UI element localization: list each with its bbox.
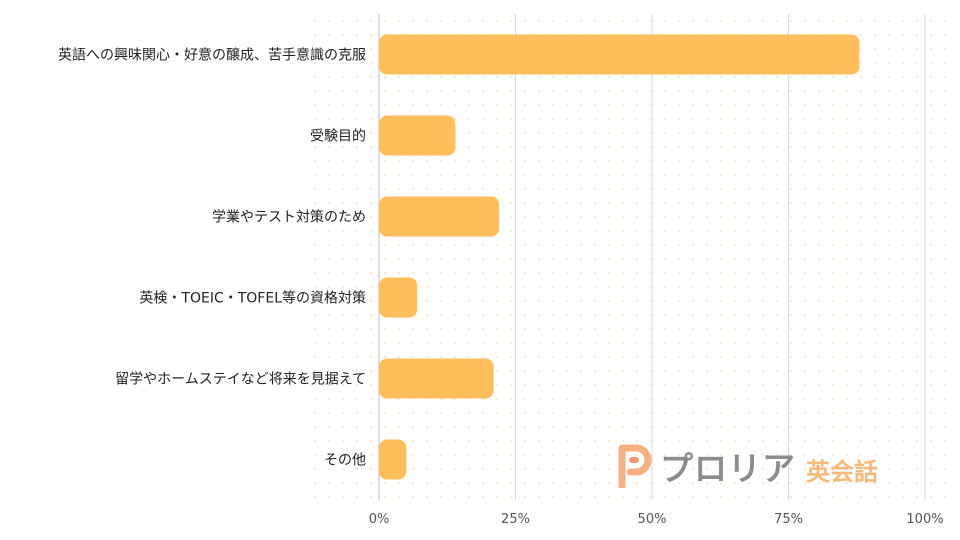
plot-background bbox=[305, 14, 955, 504]
category-label: 英語への興味関心・好意の醸成、苦手意識の克服 bbox=[58, 47, 366, 64]
category-label: 英検・TOEIC・TOFEL等の資格対策 bbox=[139, 290, 366, 307]
logo-subtitle: 英会話 bbox=[806, 457, 878, 486]
x-tick-labels: 0% 25% 50% 75% 100% bbox=[369, 512, 944, 527]
bar bbox=[379, 34, 860, 75]
logo-name: プロリア bbox=[660, 449, 796, 488]
category-label: 受験目的 bbox=[310, 129, 366, 145]
category-label: 学業やテスト対策のため bbox=[212, 209, 366, 226]
category-labels: 英語への興味関心・好意の醸成、苦手意識の克服受験目的学業やテスト対策のため英検・… bbox=[58, 47, 366, 469]
x-tick-label: 25% bbox=[501, 512, 530, 527]
x-tick-label: 0% bbox=[369, 512, 390, 527]
bar bbox=[379, 115, 456, 156]
gridlines bbox=[378, 14, 926, 500]
category-label: その他 bbox=[324, 453, 366, 469]
x-tick-label: 50% bbox=[638, 512, 667, 527]
brand-logo: プロリア 英会話 bbox=[618, 444, 878, 488]
bar bbox=[379, 196, 500, 237]
category-label: 留学やホームステイなど将来を見据えて bbox=[115, 372, 366, 388]
bars bbox=[379, 34, 860, 480]
bar bbox=[379, 439, 407, 480]
x-tick-label: 100% bbox=[906, 512, 943, 527]
bar bbox=[379, 358, 494, 399]
x-tick-label: 75% bbox=[774, 512, 803, 527]
bar bbox=[379, 277, 418, 318]
logo-p-icon bbox=[618, 444, 652, 488]
